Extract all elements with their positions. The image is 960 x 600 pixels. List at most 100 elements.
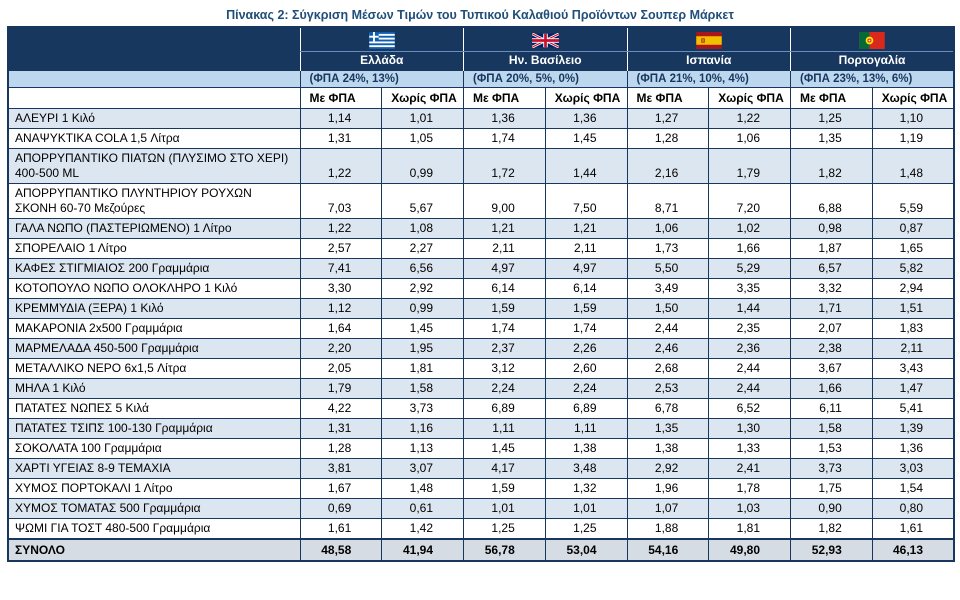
price-cell: 7,41 — [299, 258, 383, 280]
product-name: ΑΛΕΥΡΙ 1 Κιλό — [7, 108, 301, 130]
price-cell: 3,67 — [790, 358, 873, 380]
price-cell: 1,22 — [299, 218, 383, 240]
total-cell: 53,04 — [544, 538, 628, 562]
product-name: ΧΑΡΤΙ ΥΓΕΙΑΣ 8-9 ΤΕΜΑΧΙΑ — [7, 458, 301, 480]
price-cell: 1,03 — [708, 498, 791, 520]
price-cell: 3,35 — [708, 278, 791, 300]
price-cell: 3,30 — [299, 278, 383, 300]
subheader-row: Με ΦΠΑ Χωρίς ΦΠΑ Με ΦΠΑ Χωρίς ΦΠΑ Με ΦΠΑ… — [7, 86, 955, 110]
price-cell: 1,44 — [544, 148, 628, 185]
price-cell: 1,28 — [626, 128, 710, 150]
price-cell: 1,22 — [299, 148, 383, 185]
price-cell: 5,41 — [871, 398, 955, 420]
with-vat-header: Με ΦΠΑ — [463, 86, 546, 110]
price-cell: 1,21 — [544, 218, 628, 240]
product-name: ΨΩΜΙ ΓΙΑ ΤΟΣΤ 480-500 Γραμμάρια — [7, 518, 301, 540]
price-cell: 1,32 — [544, 478, 628, 500]
price-cell: 6,56 — [381, 258, 464, 280]
price-cell: 2,60 — [544, 358, 628, 380]
price-cell: 6,14 — [544, 278, 628, 300]
vat-label-portugal: (ΦΠΑ 23%, 13%, 6%) — [790, 70, 955, 88]
price-cell: 1,96 — [626, 478, 710, 500]
price-cell: 1,64 — [299, 318, 383, 340]
price-cell: 3,32 — [790, 278, 873, 300]
page: Πίνακας 2: Σύγκριση Μέσων Τιμών του Τυπι… — [7, 8, 955, 563]
price-cell: 3,73 — [790, 458, 873, 480]
country-name-uk: Ην. Βασίλειο — [463, 51, 627, 71]
price-cell: 9,00 — [463, 183, 546, 220]
price-cell: 1,11 — [463, 418, 546, 440]
price-cell: 1,53 — [790, 438, 873, 460]
country-name-portugal: Πορτογαλία — [790, 51, 954, 71]
price-cell: 1,16 — [381, 418, 464, 440]
price-cell: 0,99 — [381, 148, 464, 185]
price-cell: 2,57 — [299, 238, 383, 260]
price-cell: 1,36 — [871, 438, 955, 460]
product-name: ΣΟΚΟΛΑΤΑ 100 Γραμμάρια — [7, 438, 301, 460]
price-cell: 1,30 — [708, 418, 791, 440]
price-cell: 1,74 — [463, 318, 546, 340]
greece-flag-icon — [369, 32, 395, 49]
price-cell: 1,44 — [708, 298, 791, 320]
price-cell: 3,81 — [299, 458, 383, 480]
price-cell: 1,58 — [790, 418, 873, 440]
price-cell: 3,03 — [871, 458, 955, 480]
price-cell: 1,06 — [708, 128, 791, 150]
price-cell: 2,11 — [544, 238, 628, 260]
price-cell: 8,71 — [626, 183, 710, 220]
price-cell: 1,58 — [381, 378, 464, 400]
price-cell: 1,81 — [381, 358, 464, 380]
total-cell: 41,94 — [381, 538, 464, 562]
subheader-spacer — [7, 86, 301, 110]
without-vat-header: Χωρίς ΦΠΑ — [871, 86, 955, 110]
vat-label-spain: (ΦΠΑ 21%, 10%, 4%) — [626, 70, 791, 88]
price-cell: 1,35 — [626, 418, 710, 440]
price-cell: 0,69 — [299, 498, 383, 520]
price-cell: 0,61 — [381, 498, 464, 520]
price-cell: 5,29 — [708, 258, 791, 280]
price-cell: 6,57 — [790, 258, 873, 280]
price-cell: 1,82 — [790, 518, 873, 540]
total-cell: 46,13 — [871, 538, 955, 562]
price-cell: 2,27 — [381, 238, 464, 260]
vat-row: (ΦΠΑ 24%, 13%) (ΦΠΑ 20%, 5%, 0%) (ΦΠΑ 21… — [7, 70, 955, 88]
product-name: ΚΑΦΕΣ ΣΤΙΓΜΙΑΙΟΣ 200 Γραμμάρια — [7, 258, 301, 280]
price-cell: 1,36 — [463, 108, 546, 130]
without-vat-header: Χωρίς ΦΠΑ — [708, 86, 791, 110]
product-name: ΑΠΟΡΡΥΠΑΝΤΙΚΟ ΠΛΥΝΤΗΡΙΟΥ ΡΟΥΧΩΝ ΣΚΟΝΗ 60… — [7, 183, 301, 220]
price-cell: 1,28 — [299, 438, 383, 460]
price-cell: 6,78 — [626, 398, 710, 420]
price-cell: 5,50 — [626, 258, 710, 280]
with-vat-header: Με ΦΠΑ — [790, 86, 873, 110]
price-cell: 1,66 — [708, 238, 791, 260]
country-header-spain — [626, 27, 791, 52]
price-cell: 2,07 — [790, 318, 873, 340]
table-row: ΑΛΕΥΡΙ 1 Κιλό 1,14 1,01 1,36 1,36 1,27 1… — [7, 108, 955, 130]
price-cell: 4,97 — [544, 258, 628, 280]
price-cell: 1,14 — [299, 108, 383, 130]
price-cell: 1,25 — [544, 518, 628, 540]
table-row: ΚΡΕΜΜΥΔΙΑ (ΞΕΡΑ) 1 Κιλό 1,12 0,99 1,59 1… — [7, 298, 955, 320]
price-cell: 2,11 — [871, 338, 955, 360]
price-cell: 1,02 — [708, 218, 791, 240]
vat-row-spacer — [7, 70, 301, 88]
vat-label-uk: (ΦΠΑ 20%, 5%, 0%) — [463, 70, 628, 88]
uk-flag-icon — [531, 33, 559, 49]
country-header-greece — [299, 27, 464, 52]
price-cell: 2,44 — [626, 318, 710, 340]
price-cell: 1,83 — [871, 318, 955, 340]
price-cell: 2,36 — [708, 338, 791, 360]
price-cell: 2,44 — [708, 378, 791, 400]
price-cell: 1,01 — [381, 108, 464, 130]
price-cell: 1,38 — [544, 438, 628, 460]
price-cell: 1,59 — [463, 478, 546, 500]
price-cell: 1,36 — [544, 108, 628, 130]
price-cell: 4,97 — [463, 258, 546, 280]
country-header-portugal — [790, 27, 954, 52]
country-name-spain: Ισπανία — [626, 51, 791, 71]
price-cell: 1,73 — [626, 238, 710, 260]
product-name: ΜΗΛΑ 1 Κιλό — [7, 378, 301, 400]
with-vat-header: Με ΦΠΑ — [626, 86, 710, 110]
flag-header-row — [8, 27, 954, 71]
price-cell: 2,38 — [790, 338, 873, 360]
